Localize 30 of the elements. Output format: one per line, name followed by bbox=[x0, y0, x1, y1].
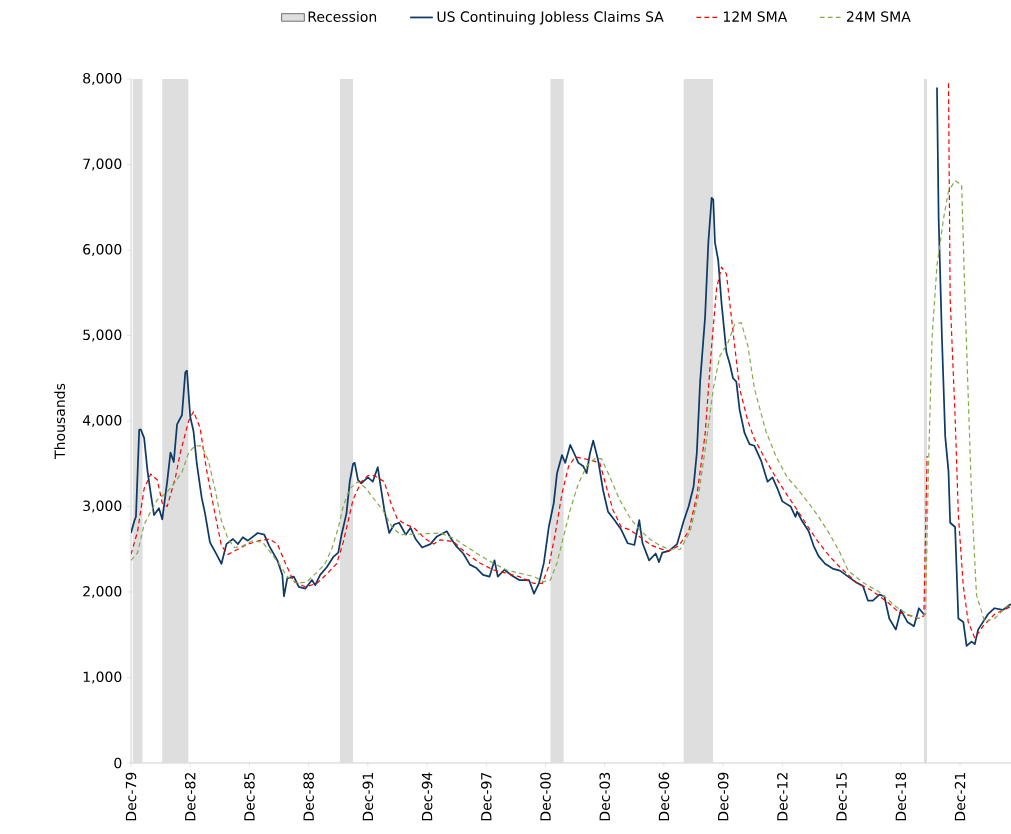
x-tick-label: Dec-03 bbox=[599, 772, 611, 821]
y-tick-label: 7,000 bbox=[83, 158, 122, 171]
y-tick-label: 5,000 bbox=[83, 329, 122, 342]
legend-label: Recession bbox=[308, 11, 377, 22]
x-tick-label: Dec-15 bbox=[836, 772, 847, 821]
x-tick-label: Dec-12 bbox=[777, 773, 788, 821]
x-tick-label: Dec-06 bbox=[658, 772, 670, 821]
x-tick-label: Dec-91 bbox=[362, 772, 374, 821]
x-tick-label: Dec-79 bbox=[125, 772, 137, 821]
x-tick-label: Dec-82 bbox=[184, 773, 196, 821]
y-tick-label: 4,000 bbox=[82, 414, 122, 428]
y-tick-label: 6,000 bbox=[83, 243, 122, 257]
x-tick-label: Dec-94 bbox=[421, 772, 433, 821]
x-tick-label: Dec-21 bbox=[954, 772, 966, 821]
x-tick-label: Dec-97 bbox=[481, 772, 492, 821]
x-tick-label: Dec-00 bbox=[540, 772, 551, 821]
y-axis-title: Thousands bbox=[54, 383, 66, 459]
y-tick-label: 8,000 bbox=[83, 72, 122, 86]
y-tick-label: 0 bbox=[114, 757, 122, 769]
y-tick-label: 3,000 bbox=[83, 500, 122, 513]
x-tick-label: Dec-18 bbox=[895, 772, 907, 821]
x-tick-label: Dec-09 bbox=[717, 772, 729, 821]
y-tick-label: 1,000 bbox=[83, 671, 122, 684]
x-tick-label: Dec-85 bbox=[244, 772, 255, 821]
legend-label: 24M SMA bbox=[846, 11, 911, 22]
line-series bbox=[131, 180, 1011, 623]
legend-label: 12M SMA bbox=[723, 11, 788, 22]
legend-label: US Continuing Jobless Claims SA bbox=[437, 11, 664, 25]
x-tick-label: Dec-88 bbox=[303, 772, 314, 821]
y-tick-label: 2,000 bbox=[83, 585, 122, 598]
